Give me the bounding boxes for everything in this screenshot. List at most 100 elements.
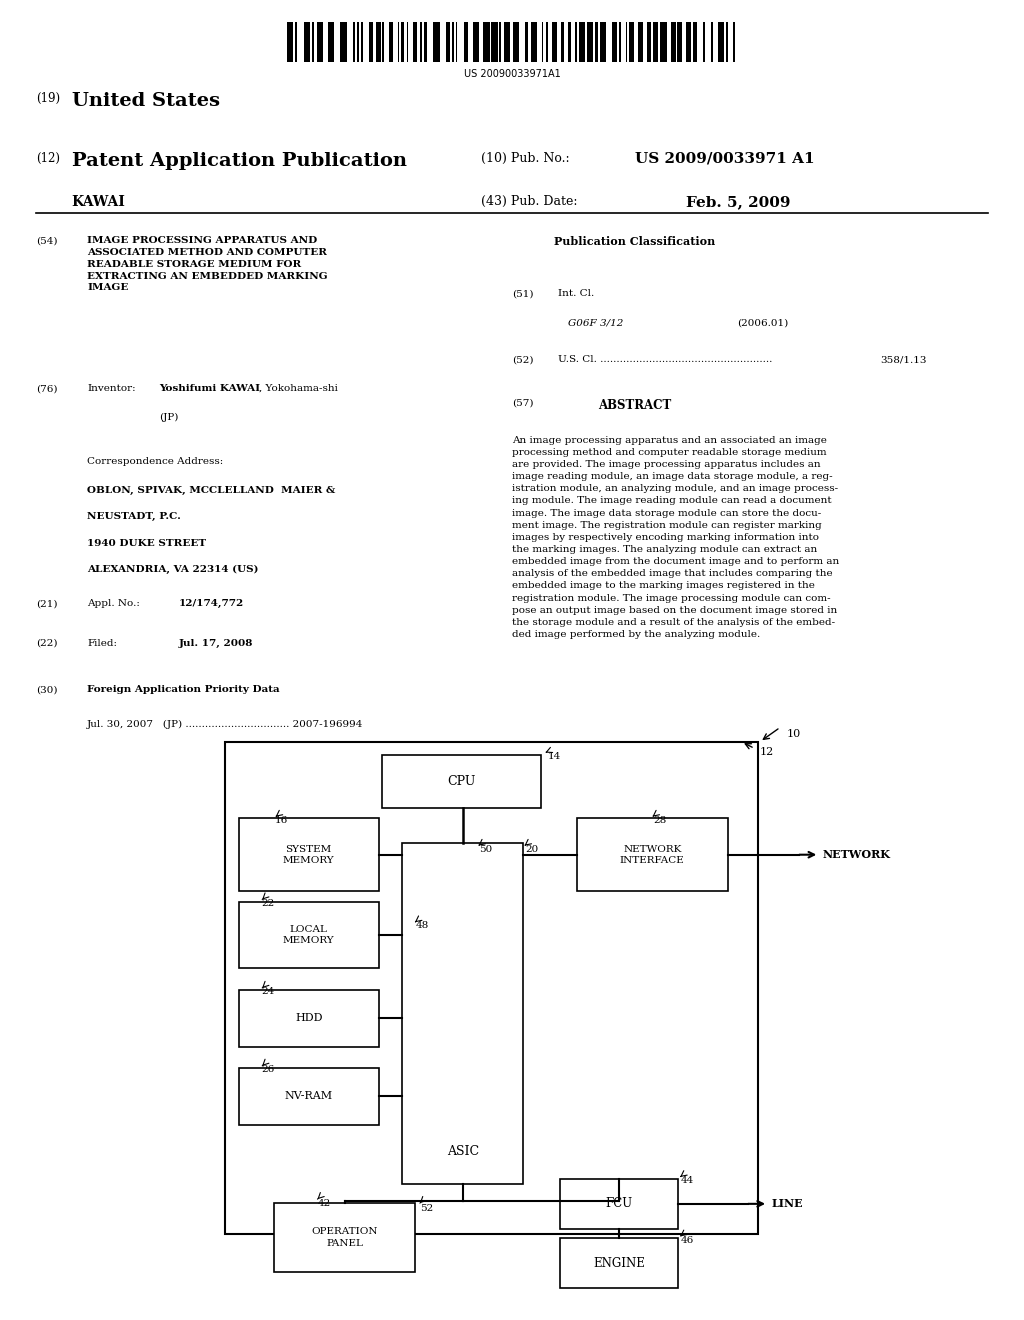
Bar <box>560 1238 678 1288</box>
Text: SYSTEM
MEMORY: SYSTEM MEMORY <box>283 845 335 865</box>
Text: U.S. Cl. .....................................................: U.S. Cl. ...............................… <box>558 355 772 364</box>
Text: United States: United States <box>72 92 220 111</box>
Bar <box>575 22 578 62</box>
Bar <box>413 22 417 62</box>
Bar <box>703 22 706 62</box>
Text: KAWAI: KAWAI <box>72 195 126 210</box>
Text: ASIC: ASIC <box>446 1144 479 1158</box>
Bar <box>542 22 544 62</box>
Bar <box>504 22 510 62</box>
Text: 24: 24 <box>261 987 274 997</box>
Bar <box>546 22 548 62</box>
Bar <box>353 22 354 62</box>
Text: , Yokohama-shi: , Yokohama-shi <box>259 384 338 393</box>
Bar <box>369 22 374 62</box>
Bar <box>225 742 758 1234</box>
Bar <box>568 22 571 62</box>
Bar <box>600 22 606 62</box>
Text: Jul. 17, 2008: Jul. 17, 2008 <box>179 639 254 648</box>
Text: Jul. 30, 2007   (JP) ................................ 2007-196994: Jul. 30, 2007 (JP) .....................… <box>87 719 364 729</box>
Text: NETWORK: NETWORK <box>822 849 890 861</box>
Bar <box>612 22 616 62</box>
Text: (76): (76) <box>36 384 57 393</box>
Bar <box>304 22 310 62</box>
Bar <box>317 22 324 62</box>
Text: 16: 16 <box>274 816 288 825</box>
Bar <box>376 22 381 62</box>
Text: Publication Classification: Publication Classification <box>554 236 716 247</box>
Bar <box>552 22 557 62</box>
Text: Foreign Application Priority Data: Foreign Application Priority Data <box>87 685 280 694</box>
Bar <box>274 1203 415 1272</box>
Bar <box>678 22 682 62</box>
Text: Filed:: Filed: <box>87 639 117 648</box>
Text: US 2009/0033971 A1: US 2009/0033971 A1 <box>635 152 814 166</box>
Text: Appl. No.:: Appl. No.: <box>87 599 140 609</box>
Bar <box>579 22 586 62</box>
Bar <box>389 22 393 62</box>
Bar <box>382 22 384 62</box>
Text: (43) Pub. Date:: (43) Pub. Date: <box>481 195 578 209</box>
Text: 20: 20 <box>525 845 539 854</box>
Bar <box>530 22 537 62</box>
Text: (54): (54) <box>36 236 57 246</box>
Text: LOCAL
MEMORY: LOCAL MEMORY <box>283 924 335 945</box>
Text: Feb. 5, 2009: Feb. 5, 2009 <box>686 195 791 210</box>
Bar <box>433 22 439 62</box>
Bar <box>692 22 697 62</box>
Text: ABSTRACT: ABSTRACT <box>598 399 672 412</box>
Text: (57): (57) <box>512 399 534 408</box>
Bar <box>239 1068 379 1125</box>
Text: 50: 50 <box>479 845 493 854</box>
Text: 358/1.13: 358/1.13 <box>881 355 927 364</box>
Text: 52: 52 <box>420 1204 433 1213</box>
Text: OBLON, SPIVAK, MCCLELLAND  MAIER &: OBLON, SPIVAK, MCCLELLAND MAIER & <box>87 486 336 495</box>
Bar <box>653 22 657 62</box>
Bar <box>382 755 541 808</box>
Text: HDD: HDD <box>295 1014 323 1023</box>
Bar <box>671 22 676 62</box>
Bar <box>445 22 451 62</box>
Text: An image processing apparatus and an associated an image
processing method and c: An image processing apparatus and an ass… <box>512 436 840 639</box>
Text: (2006.01): (2006.01) <box>737 318 788 327</box>
Text: Patent Application Publication: Patent Application Publication <box>72 152 407 170</box>
Bar <box>733 22 734 62</box>
Bar <box>239 990 379 1047</box>
Text: 42: 42 <box>317 1199 331 1208</box>
Text: 14: 14 <box>548 752 561 762</box>
Text: 28: 28 <box>653 816 667 825</box>
Bar <box>595 22 598 62</box>
Text: (52): (52) <box>512 355 534 364</box>
Text: 12: 12 <box>760 747 774 758</box>
Bar <box>287 22 293 62</box>
Text: (30): (30) <box>36 685 57 694</box>
Text: 1940 DUKE STREET: 1940 DUKE STREET <box>87 539 206 548</box>
Bar <box>726 22 728 62</box>
Text: 22: 22 <box>261 899 274 908</box>
Text: (51): (51) <box>512 289 534 298</box>
Text: (22): (22) <box>36 639 57 648</box>
Text: Int. Cl.: Int. Cl. <box>558 289 594 298</box>
Text: NV-RAM: NV-RAM <box>285 1092 333 1101</box>
Bar <box>718 22 724 62</box>
Bar <box>357 22 359 62</box>
Bar <box>483 22 489 62</box>
Text: CPU: CPU <box>447 775 475 788</box>
Bar <box>492 22 498 62</box>
Text: (21): (21) <box>36 599 57 609</box>
Bar <box>402 843 523 1184</box>
Bar <box>328 22 334 62</box>
Bar <box>647 22 651 62</box>
Bar <box>560 1179 678 1229</box>
Text: (12): (12) <box>36 152 59 165</box>
Text: LINE: LINE <box>771 1199 803 1209</box>
Text: 10: 10 <box>786 729 801 739</box>
Bar <box>587 22 593 62</box>
Text: US 20090033971A1: US 20090033971A1 <box>464 69 560 79</box>
Bar <box>424 22 427 62</box>
Text: NEUSTADT, P.C.: NEUSTADT, P.C. <box>87 512 181 521</box>
Bar <box>456 22 458 62</box>
Bar <box>638 22 642 62</box>
Text: Yoshifumi KAWAI: Yoshifumi KAWAI <box>159 384 260 393</box>
Text: 26: 26 <box>261 1065 274 1074</box>
